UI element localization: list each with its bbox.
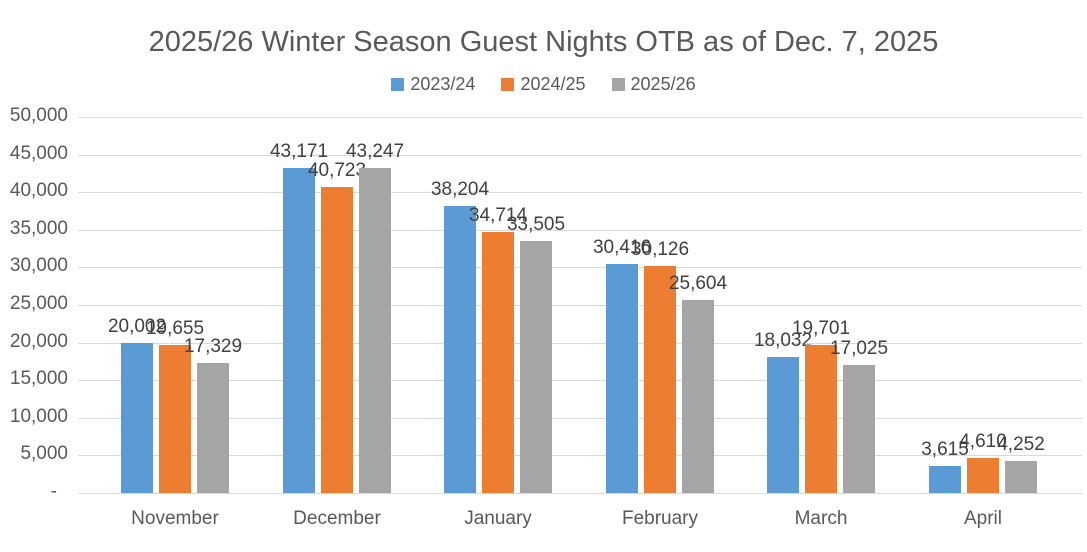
legend-swatch-icon <box>611 78 625 91</box>
gridline <box>78 380 1082 381</box>
bar-2023-24-april <box>929 466 961 493</box>
bar-label-2024-25-november: 19,655 <box>145 318 205 339</box>
y-tick-label: 15,000 <box>9 368 68 389</box>
bar-label-2023-24-february: 30,416 <box>592 237 652 258</box>
bar-2024-25-january <box>482 232 514 493</box>
y-tick-label: - <box>50 481 57 502</box>
legend-label: 2024/25 <box>520 74 586 94</box>
x-axis-label-january: January <box>464 508 532 529</box>
gridline <box>78 192 1082 193</box>
legend-swatch-icon <box>391 78 405 91</box>
bar-2024-25-november <box>159 345 191 493</box>
y-tick-label: 25,000 <box>9 293 68 314</box>
bar-label-2023-24-november: 20,002 <box>107 316 167 337</box>
gridline <box>78 117 1082 118</box>
bar-label-2025-26-january: 33,505 <box>506 214 566 235</box>
gridline <box>78 418 1082 419</box>
bar-2023-24-november <box>121 343 153 493</box>
bar-label-2024-25-march: 19,701 <box>791 318 851 339</box>
bar-2025-26-january <box>520 241 552 493</box>
legend-label: 2023/24 <box>410 74 476 94</box>
bar-2023-24-december <box>283 168 315 493</box>
y-tick-label: 10,000 <box>9 406 68 427</box>
bar-label-2023-24-december: 43,171 <box>269 141 329 162</box>
bar-label-2025-26-march: 17,025 <box>829 338 889 359</box>
gridline <box>78 267 1082 268</box>
bar-label-2024-25-december: 40,723 <box>307 160 367 181</box>
bar-label-2025-26-february: 25,604 <box>668 273 728 294</box>
chart-legend: 2023/24 2024/25 2025/26 <box>0 74 1087 95</box>
bar-2024-25-december <box>321 187 353 493</box>
x-axis-label-december: December <box>293 508 381 529</box>
bar-label-2024-25-april: 4,610 <box>959 431 1007 452</box>
x-axis-label-march: March <box>794 508 848 529</box>
legend-swatch-icon <box>501 78 515 91</box>
bar-label-2023-24-january: 38,204 <box>430 179 490 200</box>
chart-title: 2025/26 Winter Season Guest Nights OTB a… <box>148 26 939 58</box>
bar-2023-24-february <box>606 264 638 493</box>
legend-label: 2025/26 <box>630 74 696 94</box>
bar-label-2025-26-april: 4,252 <box>997 434 1045 455</box>
gridline <box>78 455 1082 456</box>
y-tick-label: 45,000 <box>9 143 68 164</box>
x-axis-label-november: November <box>131 508 219 529</box>
legend-item-2023-24: 2023/24 <box>391 74 475 95</box>
y-tick-label: 40,000 <box>9 180 68 201</box>
bar-2025-26-april <box>1005 461 1037 493</box>
bar-2025-26-february <box>682 300 714 493</box>
bar-label-2025-26-december: 43,247 <box>345 141 405 162</box>
y-tick-label: 30,000 <box>9 255 68 276</box>
bar-2023-24-march <box>767 357 799 493</box>
x-axis-label-february: February <box>621 508 699 529</box>
y-tick-label: 5,000 <box>20 443 68 464</box>
bar-label-2025-26-november: 17,329 <box>183 336 243 357</box>
bar-label-2024-25-february: 30,126 <box>630 239 690 260</box>
bar-2024-25-february <box>644 266 676 493</box>
y-tick-label: 35,000 <box>9 218 68 239</box>
bar-label-2023-24-march: 18,032 <box>753 330 813 351</box>
x-axis-line <box>78 493 1082 494</box>
gridline <box>78 230 1082 231</box>
bar-2025-26-march <box>843 365 875 493</box>
bar-2025-26-november <box>197 363 229 493</box>
bar-2024-25-april <box>967 458 999 493</box>
bar-label-2024-25-january: 34,714 <box>468 205 528 226</box>
bar-2024-25-march <box>805 345 837 493</box>
y-tick-label: 50,000 <box>9 105 68 126</box>
x-axis-label-april: April <box>963 508 1002 529</box>
gridline <box>78 305 1082 306</box>
legend-item-2024-25: 2024/25 <box>501 74 586 95</box>
gridline <box>78 343 1082 344</box>
legend-item-2025-26: 2025/26 <box>611 74 696 95</box>
bar-label-2023-24-april: 3,615 <box>921 439 969 460</box>
gridline <box>78 155 1082 156</box>
bar-2025-26-december <box>359 168 391 493</box>
bar-2023-24-january <box>444 206 476 493</box>
y-tick-label: 20,000 <box>9 331 68 352</box>
